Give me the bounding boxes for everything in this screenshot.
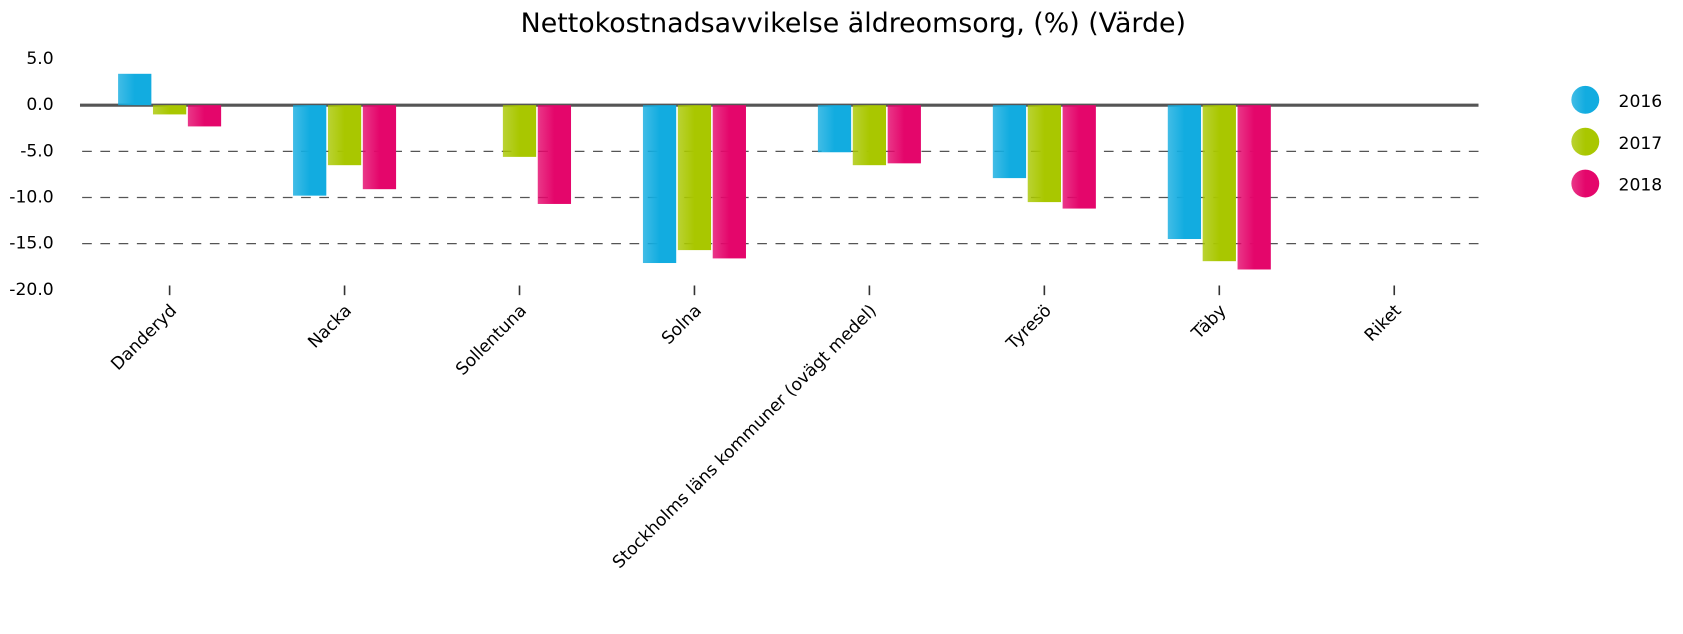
- bar: [1027, 105, 1061, 203]
- bar: [677, 105, 712, 251]
- y-tick-label: 5.0: [26, 49, 53, 69]
- legend-label: 2018: [1619, 176, 1663, 196]
- bar: [502, 105, 537, 157]
- y-tick-label: -5.0: [20, 141, 53, 161]
- y-tick-label: -15.0: [9, 234, 53, 254]
- y-tick-label: -20.0: [9, 280, 53, 300]
- bar: [1237, 105, 1271, 270]
- x-tick-label: Sollentuna: [452, 301, 531, 380]
- bar: [992, 105, 1027, 179]
- bar: [293, 105, 327, 196]
- bar: [887, 105, 921, 164]
- x-tick-label: Tyresö: [1002, 301, 1055, 354]
- x-tick-label: Riket: [1361, 301, 1406, 346]
- bar: [1062, 105, 1096, 209]
- legend-label: 2016: [1619, 92, 1663, 112]
- bar: [1202, 105, 1236, 262]
- x-tick-label: Täby: [1188, 301, 1231, 344]
- bar: [712, 105, 746, 259]
- bar: [187, 105, 222, 127]
- bar: [537, 105, 572, 204]
- y-tick-label: 0.0: [26, 95, 53, 115]
- x-tick-label: Stockholms läns kommuner (ovägt medel): [609, 301, 881, 573]
- x-tick-label: Nacka: [304, 301, 356, 353]
- bar: [642, 105, 677, 264]
- legend-marker: [1571, 127, 1600, 156]
- bar: [852, 105, 887, 166]
- bar: [362, 105, 397, 190]
- y-tick-label: -10.0: [9, 187, 53, 207]
- legend-marker: [1571, 85, 1600, 114]
- bar: [1167, 105, 1202, 240]
- bar: [817, 105, 852, 153]
- legend-marker: [1571, 169, 1600, 198]
- x-tick-label: Danderyd: [107, 301, 181, 375]
- legend-label: 2017: [1619, 134, 1663, 154]
- bar: [327, 105, 362, 166]
- bar: [152, 105, 187, 115]
- chart-title: Nettokostnadsavvikelse äldreomsorg, (%) …: [521, 8, 1186, 39]
- x-tick-label: Solna: [658, 301, 706, 349]
- bar: [118, 73, 152, 106]
